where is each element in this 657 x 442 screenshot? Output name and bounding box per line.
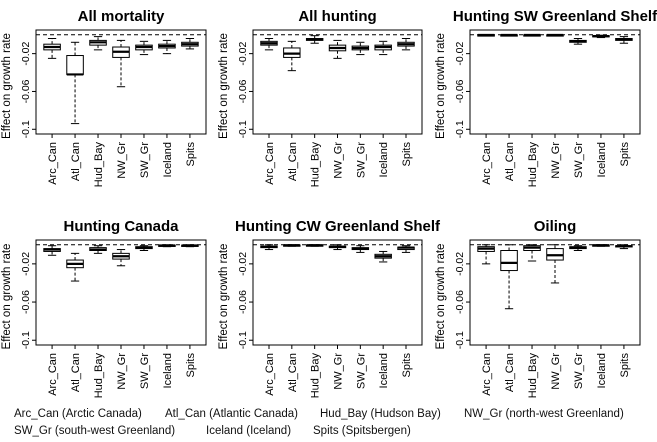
- y-tick-label: -0.02: [454, 42, 466, 66]
- x-tick-label: Atl_Can: [504, 142, 516, 181]
- panel-title: Hunting Canada: [64, 218, 180, 235]
- legend-nw-gr: NW_Gr (north-west Greenland): [464, 408, 624, 420]
- x-tick-label: Hud_Bay: [93, 353, 105, 399]
- y-axis-label: Effect on growth rate: [435, 244, 447, 350]
- y-axis-label: Effect on growth rate: [1, 33, 13, 139]
- y-axis-label: Effect on growth rate: [1, 244, 13, 350]
- y-tick-label: -0.06: [20, 290, 32, 314]
- legend-atl-can: Atl_Can (Atlantic Canada): [165, 408, 298, 420]
- x-tick-label: Spits: [401, 353, 413, 378]
- panel-title: Hunting SW Greenland Shelf: [453, 8, 657, 25]
- legend-arc-can: Arc_Can (Arctic Canada): [14, 408, 142, 420]
- x-tick-label: Iceland: [378, 142, 390, 177]
- box: [66, 55, 84, 75]
- x-tick-label: Spits: [185, 353, 197, 378]
- y-tick-label: -0.02: [237, 42, 249, 66]
- y-tick-label: -0.02: [20, 252, 32, 276]
- x-tick-label: Atl_Can: [287, 353, 299, 392]
- legend-sw-gr: SW_Gr (south-west Greenland): [14, 425, 176, 437]
- x-tick-label: Hud_Bay: [310, 353, 322, 399]
- x-tick-label: Arc_Can: [264, 142, 276, 185]
- x-tick-label: SW_Gr: [139, 353, 151, 389]
- box: [500, 250, 518, 272]
- x-tick-label: Iceland: [378, 353, 390, 388]
- x-tick-label: SW_Gr: [139, 142, 151, 178]
- y-tick-label: -0.06: [454, 290, 466, 314]
- x-tick-label: Arc_Can: [47, 142, 59, 185]
- x-tick-label: Atl_Can: [70, 353, 82, 392]
- x-tick-label: Spits: [185, 142, 197, 167]
- legend-iceland: Iceland (Iceland): [206, 425, 292, 437]
- x-tick-label: Hud_Bay: [527, 142, 539, 188]
- x-tick-label: NW_Gr: [550, 142, 562, 179]
- x-tick-label: NW_Gr: [116, 142, 128, 179]
- y-tick-label: -0.02: [454, 252, 466, 276]
- figure-canvas: All mortality -0.02 -0.06 -0.1 Effect on gro…: [1, 8, 657, 399]
- x-tick-label: Arc_Can: [47, 353, 59, 396]
- x-tick-label: Iceland: [162, 353, 174, 388]
- x-tick-label: SW_Gr: [573, 353, 585, 389]
- x-tick-label: SW_Gr: [355, 142, 367, 178]
- x-tick-label: Arc_Can: [264, 353, 276, 396]
- x-tick-label: NW_Gr: [333, 142, 345, 179]
- x-tick-label: SW_Gr: [573, 142, 585, 178]
- panel-title: Hunting CW Greenland Shelf: [235, 218, 441, 235]
- plot-frame: [252, 239, 423, 346]
- panel-title: All hunting: [298, 8, 376, 25]
- y-tick-label: -0.1: [454, 331, 466, 349]
- panel-title: Oiling: [534, 218, 577, 235]
- panel-title: All mortality: [78, 8, 165, 25]
- y-axis-label: Effect on growth rate: [435, 33, 447, 139]
- x-tick-label: Atl_Can: [287, 142, 299, 181]
- y-tick-label: -0.1: [237, 120, 249, 138]
- legend-spits: Spits (Spitsbergen): [313, 425, 411, 437]
- y-tick-label: -0.06: [20, 79, 32, 103]
- x-tick-label: Iceland: [596, 353, 608, 388]
- x-tick-label: Atl_Can: [70, 142, 82, 181]
- y-tick-label: -0.02: [237, 252, 249, 276]
- x-tick-label: NW_Gr: [550, 353, 562, 390]
- x-tick-label: Hud_Bay: [93, 142, 105, 188]
- x-tick-label: SW_Gr: [355, 353, 367, 389]
- x-tick-label: Spits: [401, 142, 413, 167]
- y-tick-label: -0.02: [20, 42, 32, 66]
- legend-hud-bay: Hud_Bay (Hudson Bay): [320, 408, 441, 420]
- y-tick-label: -0.06: [454, 79, 466, 103]
- y-tick-label: -0.1: [454, 120, 466, 138]
- x-tick-label: Hud_Bay: [310, 142, 322, 188]
- x-tick-label: Arc_Can: [481, 142, 493, 185]
- y-axis-label: Effect on growth rate: [218, 33, 230, 139]
- x-tick-label: Atl_Can: [504, 353, 516, 392]
- y-tick-label: -0.1: [20, 120, 32, 138]
- plot-frame: [469, 29, 641, 135]
- y-axis-label: Effect on growth rate: [218, 244, 230, 350]
- y-tick-label: -0.06: [237, 290, 249, 314]
- x-tick-label: Iceland: [162, 142, 174, 177]
- x-tick-label: Arc_Can: [481, 353, 493, 396]
- y-tick-label: -0.1: [237, 331, 249, 349]
- x-tick-label: NW_Gr: [333, 353, 345, 390]
- y-tick-label: -0.1: [20, 331, 32, 349]
- x-tick-label: Iceland: [596, 142, 608, 177]
- x-tick-label: Spits: [619, 142, 631, 167]
- x-tick-label: Spits: [619, 353, 631, 378]
- y-tick-label: -0.06: [237, 79, 249, 103]
- x-tick-label: NW_Gr: [116, 353, 128, 390]
- x-tick-label: Hud_Bay: [527, 353, 539, 399]
